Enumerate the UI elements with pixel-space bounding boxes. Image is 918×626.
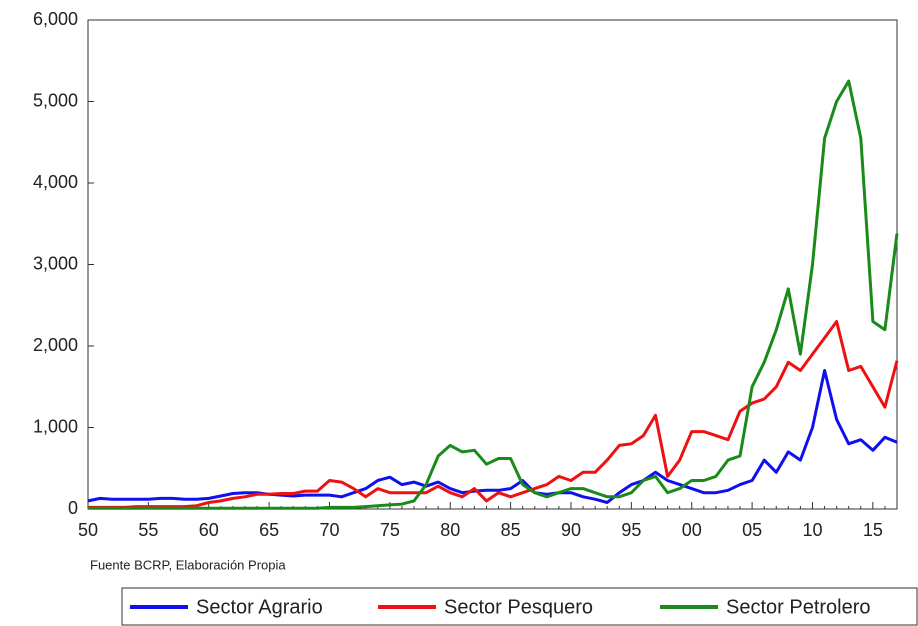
- series-line: [88, 79, 899, 510]
- y-tick-label: 4,000: [33, 172, 78, 192]
- x-tick-label: 00: [682, 520, 702, 540]
- x-tick-label: 55: [138, 520, 158, 540]
- x-tick-label: 05: [742, 520, 762, 540]
- x-tick-label: 85: [501, 520, 521, 540]
- legend-label: Sector Petrolero: [726, 596, 871, 618]
- legend-label: Sector Agrario: [196, 596, 323, 618]
- y-tick-label: 0: [68, 498, 78, 518]
- x-tick-label: 65: [259, 520, 279, 540]
- y-tick-label: 1,000: [33, 416, 78, 436]
- y-tick-label: 2,000: [33, 335, 78, 355]
- legend-box: [121, 587, 918, 626]
- series-line: [87, 369, 898, 504]
- x-tick-label: 50: [78, 520, 98, 540]
- x-tick-label: 60: [199, 520, 219, 540]
- x-tick-label: 70: [319, 520, 339, 540]
- x-tick-label: 15: [863, 520, 883, 540]
- x-tick-label: 90: [561, 520, 581, 540]
- y-tick-label: 6,000: [33, 9, 78, 29]
- x-tick-label: 75: [380, 520, 400, 540]
- x-tick-label: 10: [802, 520, 822, 540]
- y-tick-label: 5,000: [33, 90, 78, 110]
- x-tick-label: 95: [621, 520, 641, 540]
- series-line: [88, 320, 899, 509]
- plot-frame: [87, 19, 898, 510]
- source-note: Fuente BCRP, Elaboración Propia: [90, 557, 286, 572]
- x-tick-label: 80: [440, 520, 460, 540]
- y-tick-label: 3,000: [33, 253, 78, 273]
- legend-label: Sector Pesquero: [444, 596, 593, 618]
